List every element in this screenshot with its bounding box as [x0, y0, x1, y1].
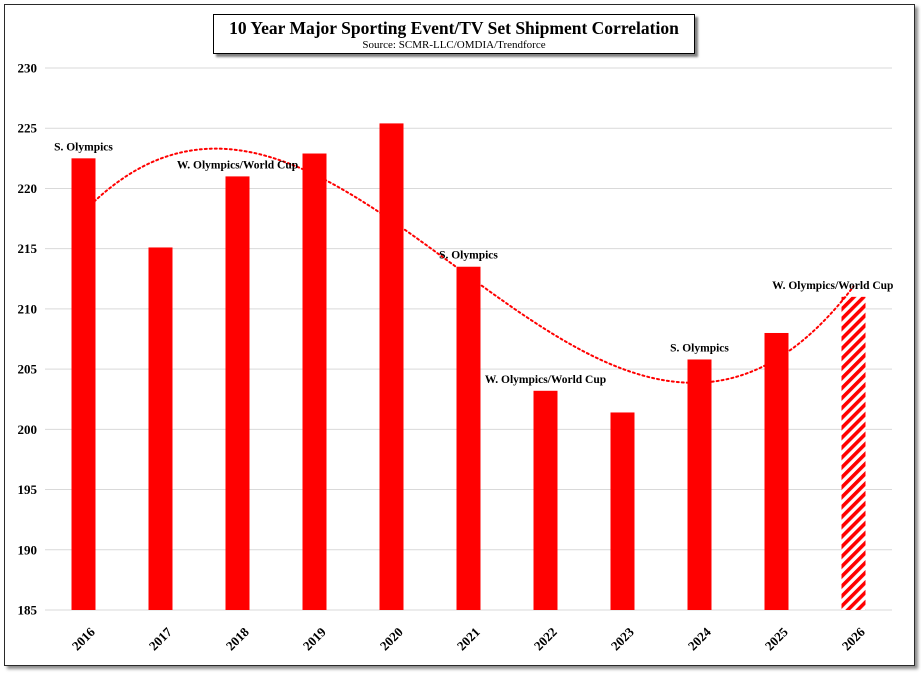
event-label: W. Olympics/World Cup: [177, 159, 298, 171]
event-labels: S. Olympics W. Olympics/World Cup S. Olymp…: [54, 141, 893, 385]
bar-2025: [764, 332, 789, 610]
trendline-path: [82, 147, 855, 384]
y-tick-label: 185: [18, 603, 38, 618]
chart-title-box: 10 Year Major Sporting Event/TV Set Ship…: [213, 14, 695, 54]
event-label: S. Olympics: [54, 141, 113, 153]
x-tick-label: 2026: [839, 624, 868, 653]
x-tick-label: 2021: [454, 624, 483, 653]
chart-subtitle: Source: SCMR-LLC/OMDIA/Trendforce: [362, 39, 546, 51]
bar-2021: [456, 266, 481, 610]
bar-2022: [533, 390, 558, 610]
trendline: [82, 147, 855, 384]
x-tick-label: 2022: [531, 624, 560, 653]
y-axis-ticks: 185 190 195 200 205 210 215 220 225 230: [18, 61, 38, 618]
bar-2026: [841, 296, 866, 610]
y-tick-label: 230: [18, 61, 38, 76]
bar-2016: [71, 158, 96, 611]
x-tick-label: 2024: [685, 624, 714, 653]
y-tick-label: 205: [18, 362, 38, 377]
x-tick-label: 2016: [69, 624, 98, 653]
bar-2023: [610, 412, 635, 610]
y-tick-label: 200: [18, 422, 38, 437]
y-tick-label: 210: [18, 301, 38, 316]
x-tick-label: 2018: [223, 624, 252, 653]
y-tick-label: 190: [18, 542, 38, 557]
x-axis-ticks: 2016 2017 2018 2019 2020 2021 2022 2023 2024 2025…: [69, 624, 868, 653]
event-label: S. Olympics: [439, 250, 498, 262]
bar-2020: [379, 123, 404, 610]
event-label: W. Olympics/World Cup: [772, 280, 893, 292]
event-label: S. Olympics: [670, 342, 729, 354]
y-tick-label: 225: [18, 121, 38, 136]
bar-2018: [225, 176, 250, 610]
x-tick-label: 2025: [762, 624, 791, 653]
bar-2019: [302, 153, 327, 610]
x-tick-label: 2019: [300, 624, 329, 653]
bar-2017: [148, 247, 173, 610]
x-tick-label: 2020: [377, 624, 406, 653]
x-tick-label: 2017: [146, 624, 175, 653]
x-tick-label: 2023: [608, 624, 637, 653]
bar-2024: [687, 359, 712, 610]
bars: [71, 123, 866, 611]
chart-title: 10 Year Major Sporting Event/TV Set Ship…: [229, 18, 679, 38]
y-tick-label: 195: [18, 482, 38, 497]
y-tick-label: 215: [18, 241, 38, 256]
y-tick-label: 220: [18, 181, 38, 196]
event-label: W. Olympics/World Cup: [485, 374, 606, 386]
